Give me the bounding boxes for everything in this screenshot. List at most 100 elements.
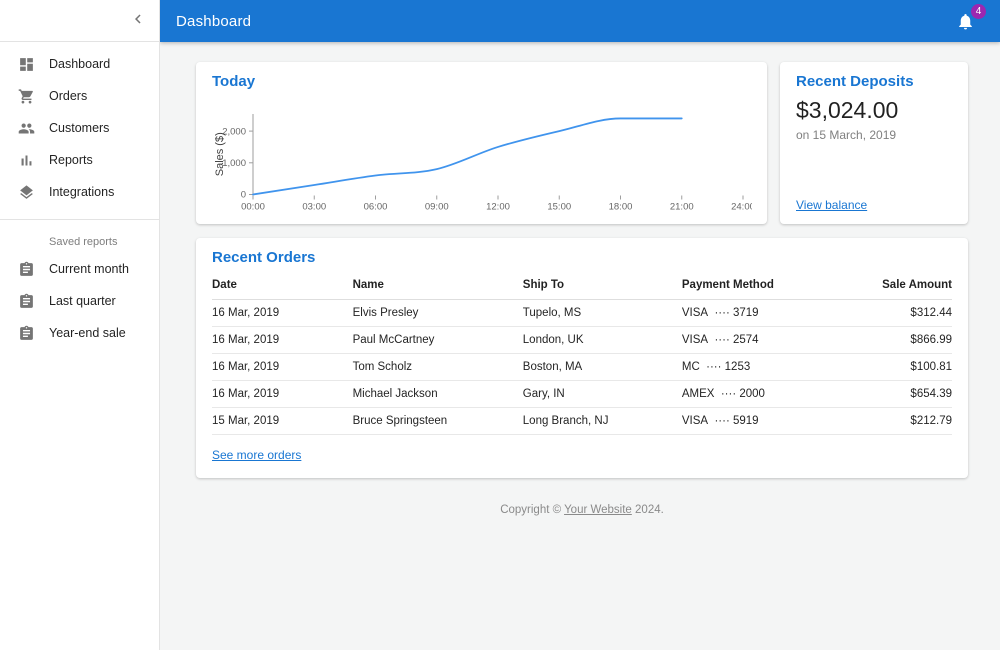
deposit-amount: $3,024.00 xyxy=(796,97,899,123)
svg-text:21:00: 21:00 xyxy=(670,202,694,213)
order-cell: 16 Mar, 2019 xyxy=(212,380,353,408)
sidebar: Dashboard Orders Customers Reports Integrati… xyxy=(0,0,160,650)
footer: Copyright © Your Website 2024. xyxy=(196,504,968,516)
sales-chart-card: Today 0 1,000 2,000 00:00 03:00 06:00 09:00 12:… xyxy=(196,62,767,224)
sidebar-item-label: Current month xyxy=(49,262,129,276)
sidebar-item-label: Year-end sale xyxy=(49,326,126,340)
order-cell: Paul McCartney xyxy=(352,326,523,354)
order-cell: Tom Scholz xyxy=(352,353,523,381)
column-header: Ship To xyxy=(522,273,682,300)
svg-text:2,000: 2,000 xyxy=(222,126,246,137)
table-row: 16 Mar, 2019 Elvis Presley Tupelo, MS VISA … xyxy=(212,299,952,327)
order-cell: $212.79 xyxy=(833,407,952,435)
main-content: Today 0 1,000 2,000 00:00 03:00 06:00 09:00 12:… xyxy=(160,42,1000,650)
sidebar-item-customers[interactable]: Customers xyxy=(0,112,159,144)
svg-text:12:00: 12:00 xyxy=(486,202,510,213)
recent-deposits-card: Recent Deposits $3,024.00 on 15 March, 2… xyxy=(780,62,968,224)
sidebar-item-last-quarter[interactable]: Last quarter xyxy=(0,285,159,317)
svg-text:24:00: 24:00 xyxy=(731,202,752,213)
svg-text:18:00: 18:00 xyxy=(609,202,633,213)
svg-text:0: 0 xyxy=(241,190,246,201)
appbar: Dashboard 4 xyxy=(160,0,1000,42)
svg-text:03:00: 03:00 xyxy=(302,202,326,213)
order-cell: VISA ···· 2574 xyxy=(681,326,834,354)
notification-badge: 4 xyxy=(971,4,986,19)
table-row: 16 Mar, 2019 Tom Scholz Boston, MA MC ···· … xyxy=(212,353,952,381)
see-more-orders-link[interactable]: See more orders xyxy=(212,448,302,462)
svg-text:1,000: 1,000 xyxy=(222,158,246,169)
order-cell: 16 Mar, 2019 xyxy=(212,353,353,381)
sidebar-item-label: Customers xyxy=(49,121,110,135)
page-title: Dashboard xyxy=(176,12,252,30)
orders-title: Recent Orders xyxy=(212,249,316,266)
orders-table: Date Name Ship To Payment Method Sale Amount… xyxy=(212,273,952,435)
sidebar-item-label: Reports xyxy=(49,153,93,167)
column-header: Name xyxy=(352,273,523,300)
order-cell: 16 Mar, 2019 xyxy=(212,299,353,327)
order-cell: 15 Mar, 2019 xyxy=(212,407,353,435)
sidebar-item-label: Last quarter xyxy=(49,294,116,308)
sidebar-item-current-month[interactable]: Current month xyxy=(0,253,159,285)
dashboard-icon xyxy=(18,56,35,73)
cart-icon xyxy=(18,88,35,105)
sidebar-main-nav: Dashboard Orders Customers Reports Integrati… xyxy=(0,42,159,214)
order-cell: VISA ···· 5919 xyxy=(681,407,834,435)
svg-text:06:00: 06:00 xyxy=(364,202,388,213)
chevron-left-icon xyxy=(129,10,147,31)
svg-text:00:00: 00:00 xyxy=(241,202,265,213)
order-cell: London, UK xyxy=(522,326,682,354)
recent-orders-card: Recent Orders Date Name Ship To Payment Met… xyxy=(196,238,968,478)
order-cell: MC ···· 1253 xyxy=(681,353,834,381)
column-header: Payment Method xyxy=(681,273,834,300)
column-header: Date xyxy=(212,273,353,300)
order-cell: $100.81 xyxy=(833,353,952,381)
sidebar-section-label: Saved reports xyxy=(49,236,118,248)
people-icon xyxy=(18,120,35,137)
chart-title: Today xyxy=(212,73,256,90)
order-cell: VISA ···· 3719 xyxy=(681,299,834,327)
top-row: Today 0 1,000 2,000 00:00 03:00 06:00 09:00 12:… xyxy=(196,62,968,224)
assignment-icon xyxy=(18,325,35,342)
order-cell: Bruce Springsteen xyxy=(352,407,523,435)
sidebar-item-dashboard[interactable]: Dashboard xyxy=(0,48,159,80)
sidebar-item-label: Dashboard xyxy=(49,57,111,71)
copyright-suffix: 2024. xyxy=(631,504,664,516)
svg-text:Sales ($): Sales ($) xyxy=(214,132,226,176)
sidebar-item-integrations[interactable]: Integrations xyxy=(0,176,159,208)
your-website-link[interactable]: Your Website xyxy=(564,504,632,516)
order-cell: Elvis Presley xyxy=(352,299,523,327)
sidebar-item-label: Orders xyxy=(49,89,88,103)
view-balance-link[interactable]: View balance xyxy=(796,198,868,212)
order-cell: Long Branch, NJ xyxy=(522,407,682,435)
order-cell: $312.44 xyxy=(833,299,952,327)
svg-text:09:00: 09:00 xyxy=(425,202,449,213)
sidebar-divider xyxy=(0,219,159,220)
copyright-prefix: Copyright © xyxy=(500,504,565,516)
sidebar-item-reports[interactable]: Reports xyxy=(0,144,159,176)
sidebar-item-orders[interactable]: Orders xyxy=(0,80,159,112)
deposits-title: Recent Deposits xyxy=(796,73,914,90)
order-cell: AMEX ···· 2000 xyxy=(681,380,834,408)
collapse-drawer-button[interactable] xyxy=(125,8,151,34)
layers-icon xyxy=(18,184,35,201)
order-cell: Tupelo, MS xyxy=(522,299,682,327)
column-header: Sale Amount xyxy=(833,273,952,300)
svg-text:15:00: 15:00 xyxy=(547,202,571,213)
sidebar-header xyxy=(0,0,159,42)
order-cell: $654.39 xyxy=(833,380,952,408)
bell-icon xyxy=(956,12,978,31)
order-cell: 16 Mar, 2019 xyxy=(212,326,353,354)
sidebar-saved-nav: Current month Last quarter Year-end sale xyxy=(0,253,159,355)
order-cell: Gary, IN xyxy=(522,380,682,408)
assignment-icon xyxy=(18,261,35,278)
sidebar-item-year-end-sale[interactable]: Year-end sale xyxy=(0,317,159,349)
orders-header-row: Date Name Ship To Payment Method Sale Amount xyxy=(212,273,952,300)
deposit-date: on 15 March, 2019 xyxy=(796,128,897,142)
notifications-button[interactable]: 4 xyxy=(956,4,986,32)
order-cell: Boston, MA xyxy=(522,353,682,381)
barchart-icon xyxy=(18,152,35,169)
order-cell: Michael Jackson xyxy=(352,380,523,408)
order-cell: $866.99 xyxy=(833,326,952,354)
table-row: 16 Mar, 2019 Michael Jackson Gary, IN AMEX … xyxy=(212,380,952,408)
